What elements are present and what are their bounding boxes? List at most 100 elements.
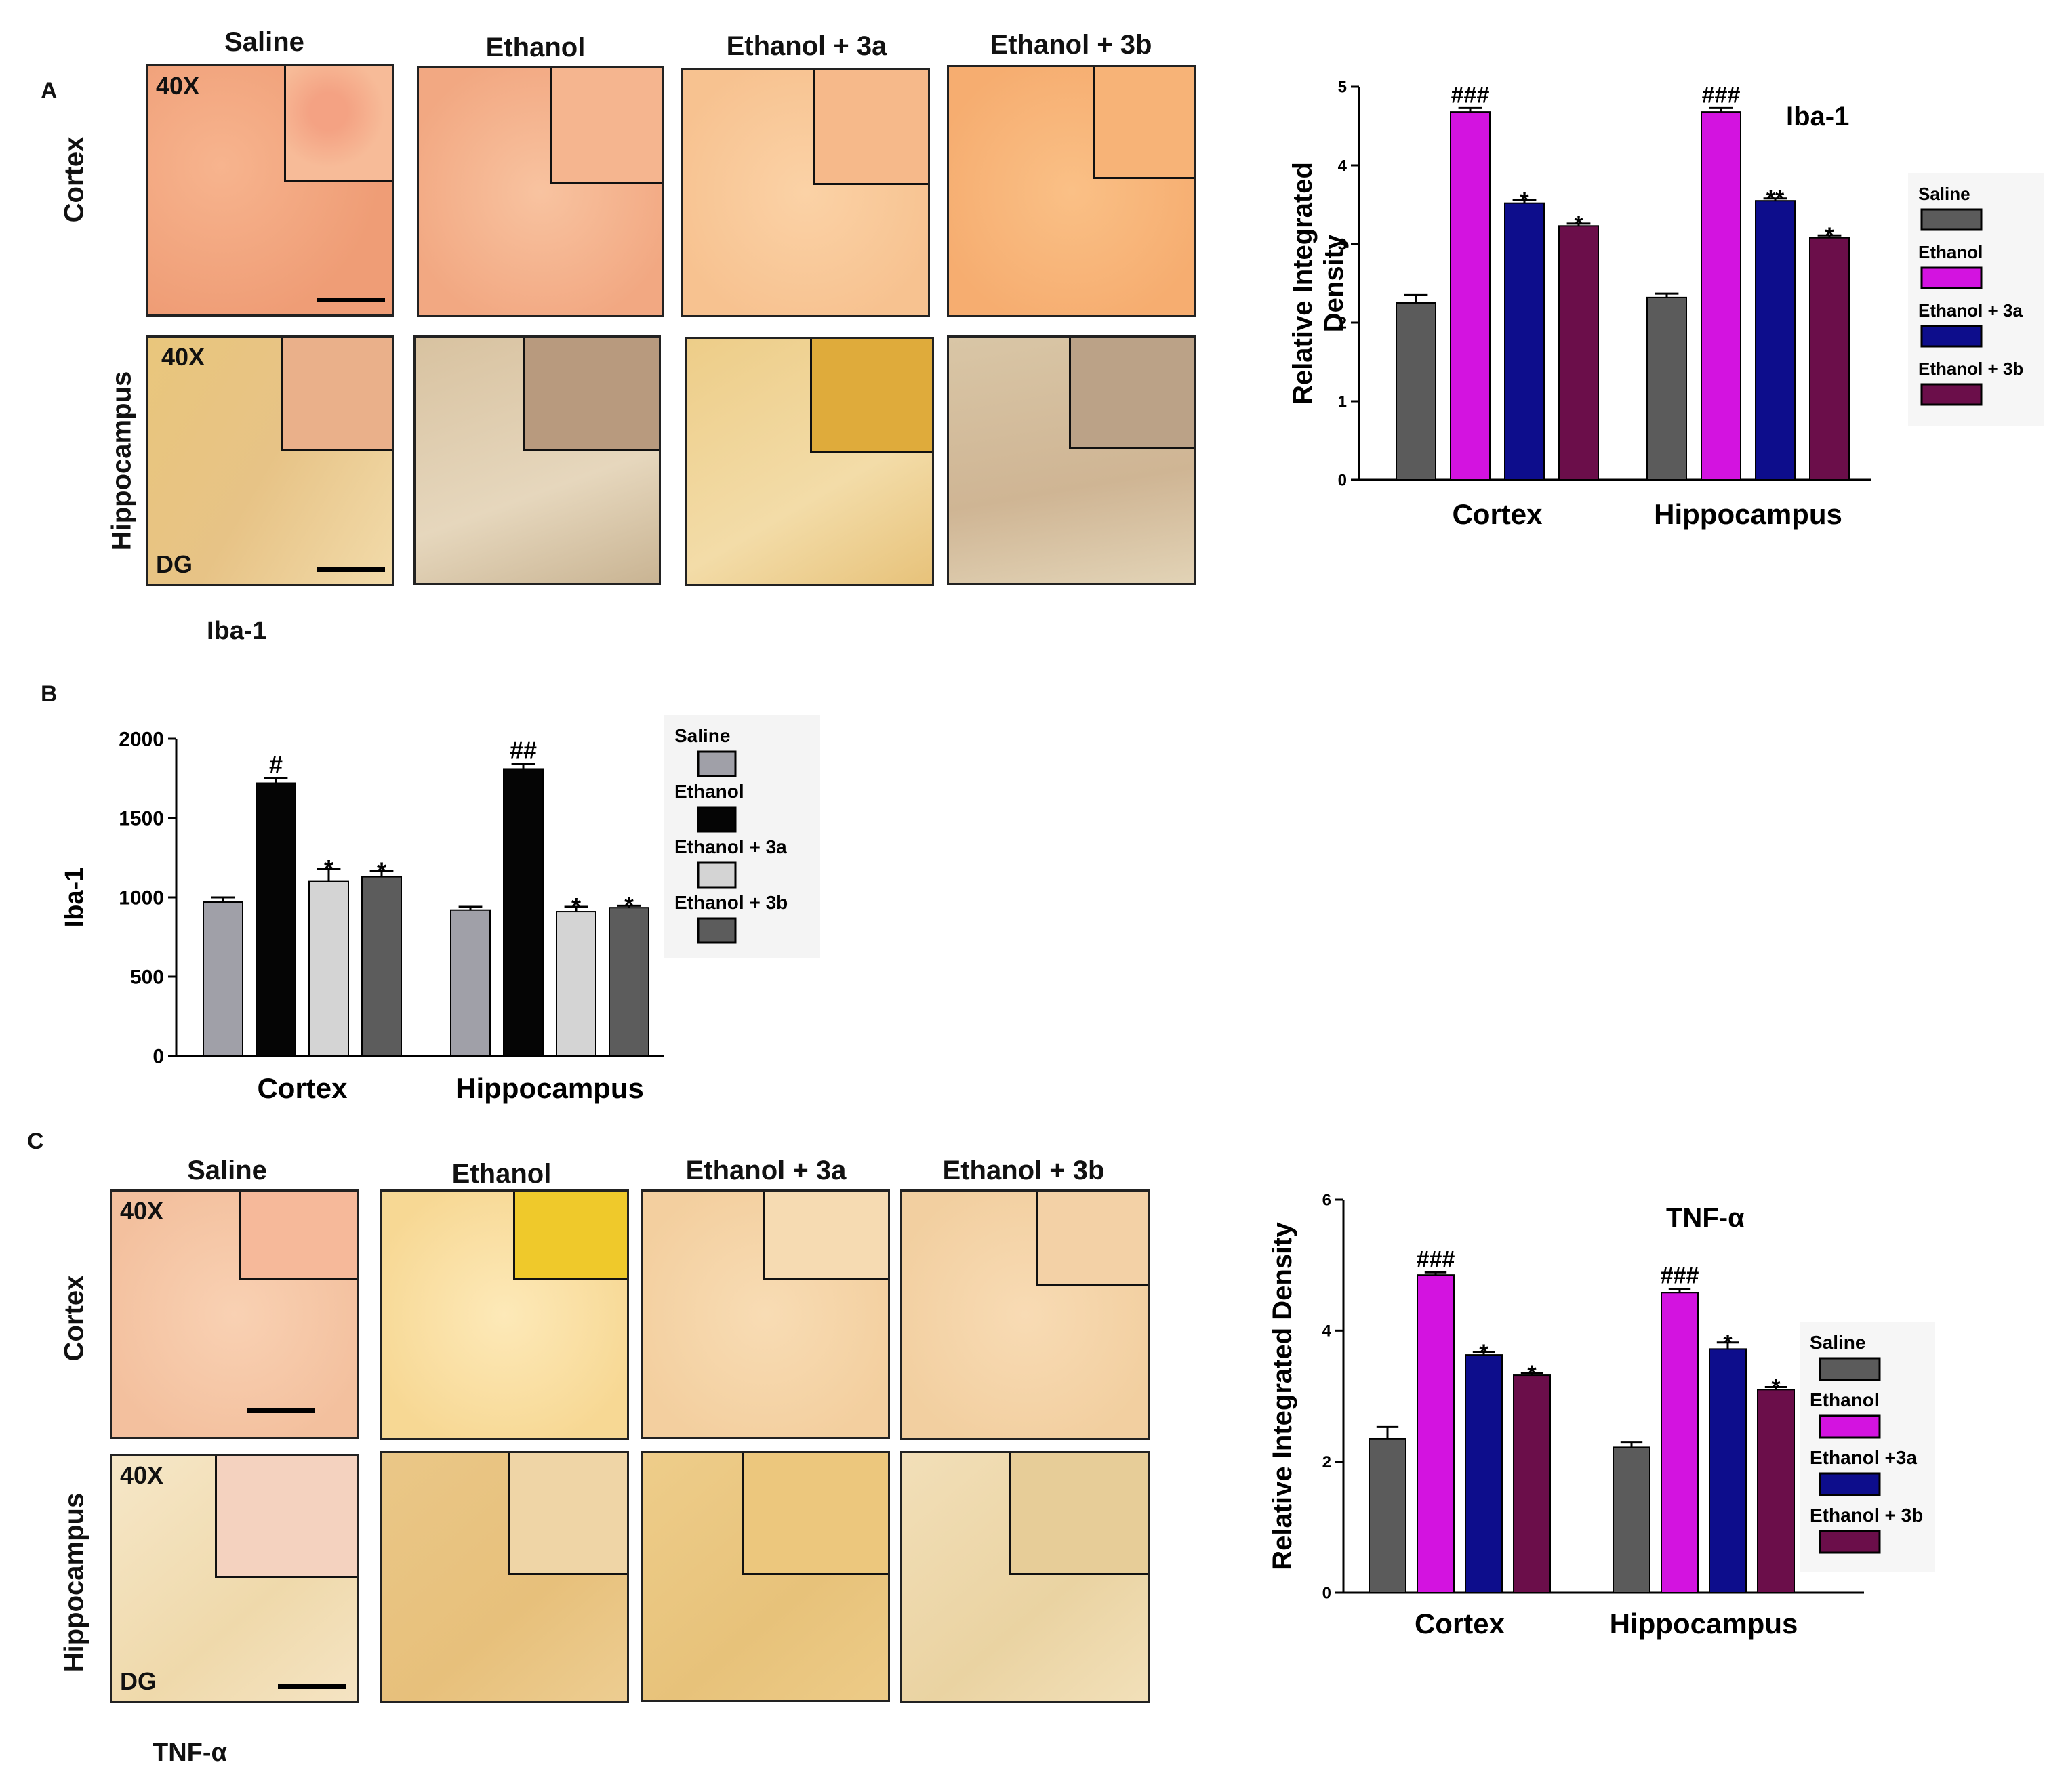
micrograph-a-cortex-saline: 40X	[146, 64, 394, 317]
y-tick-label: 2000	[119, 729, 164, 751]
micrograph-a-hippocampus-ethanol	[413, 335, 661, 585]
legend-label: Ethanol + 3a	[674, 836, 787, 857]
col-header-saline: Saline	[224, 27, 304, 57]
chart-title: TNF-α	[1666, 1203, 1745, 1233]
inset-zoom	[284, 66, 392, 182]
bar	[1417, 1274, 1455, 1594]
legend-label: Ethanol + 3a	[1918, 300, 2023, 321]
legend-label: Ethanol + 3b	[1810, 1505, 1923, 1526]
y-tick-label: 1000	[119, 887, 164, 910]
stain-caption-iba1: Iba-1	[207, 617, 267, 645]
bar	[450, 909, 491, 1057]
magnification-label: 40X	[120, 1197, 164, 1225]
col-header-ethanol-3b: Ethanol + 3b	[942, 1156, 1105, 1185]
significance-marker: **	[1766, 186, 1785, 212]
legend-label: Saline	[1918, 184, 1970, 204]
legend-swatch	[697, 806, 737, 833]
inset-zoom	[763, 1192, 888, 1280]
chart-c: 0 2 4 6 Relative Integrated Density TNF-α ### *…	[1268, 1191, 1935, 1640]
micrograph-c-hippocampus-ethanol-3a	[641, 1451, 890, 1702]
col-header-ethanol-3b: Ethanol + 3b	[990, 30, 1152, 60]
legend-label: Ethanol	[674, 781, 744, 802]
bar	[1757, 1389, 1795, 1593]
significance-marker: ###	[1702, 82, 1741, 108]
significance-marker: *	[624, 891, 634, 919]
y-tick-label: 6	[1322, 1191, 1331, 1209]
legend-swatch	[697, 750, 737, 777]
y-tick-label: 4	[1338, 157, 1348, 175]
y-axis-label: Relative Integrated	[1288, 162, 1318, 405]
inset-zoom	[550, 68, 662, 184]
significance-marker: *	[1771, 1374, 1781, 1400]
micrograph-c-cortex-ethanol-3a	[641, 1189, 890, 1439]
bar	[1755, 200, 1796, 481]
significance-marker: #	[269, 751, 283, 779]
x-category-label: Cortex	[1415, 1608, 1505, 1640]
inset-zoom	[513, 1192, 627, 1280]
panel-letter-c: C	[27, 1128, 44, 1154]
micrograph-a-hippocampus-saline: 40X DG	[146, 335, 394, 586]
y-axis-label: Iba-1	[60, 868, 89, 928]
bar	[1465, 1354, 1503, 1593]
x-category-label: Hippocampus	[1654, 498, 1842, 530]
significance-marker: ###	[1451, 82, 1490, 108]
significance-marker: ###	[1417, 1246, 1455, 1272]
inset-zoom	[1093, 67, 1194, 179]
micrograph-a-cortex-ethanol-3b	[947, 65, 1196, 317]
bar	[256, 782, 296, 1057]
bar	[361, 876, 402, 1057]
significance-marker: *	[1723, 1330, 1733, 1356]
col-header-ethanol: Ethanol	[451, 1159, 552, 1189]
bar	[1661, 1292, 1699, 1593]
inset-zoom	[239, 1192, 357, 1280]
col-header-ethanol-3a: Ethanol + 3a	[685, 1156, 847, 1185]
y-tick-label: 0	[153, 1046, 164, 1068]
legend-label: Ethanol + 3b	[674, 892, 788, 913]
legend-label: Saline	[1810, 1332, 1865, 1353]
x-category-label: Cortex	[257, 1072, 348, 1104]
bar	[1809, 237, 1850, 481]
legend-swatch	[1920, 266, 1983, 289]
significance-marker: *	[377, 857, 386, 884]
scale-bar	[317, 567, 385, 572]
legend-swatch	[697, 917, 737, 944]
row-header-cortex: Cortex	[59, 136, 89, 223]
y-tick-label: 500	[130, 966, 164, 989]
chart-a: 0 1 2 3 4 5 Relative Integrated Density Iba-1 ###…	[1288, 78, 2044, 530]
legend-label: Ethanol + 3b	[1918, 359, 2023, 379]
y-tick-label: 0	[1338, 471, 1347, 489]
magnification-label: 40X	[120, 1461, 164, 1489]
scale-bar	[278, 1684, 346, 1689]
x-category-label: Hippocampus	[455, 1072, 644, 1104]
bar	[503, 768, 544, 1057]
significance-marker: *	[571, 893, 581, 920]
legend-label: Ethanol	[1810, 1389, 1880, 1410]
y-tick-label: 2	[1338, 314, 1347, 332]
inset-zoom	[742, 1453, 888, 1575]
inset-zoom	[215, 1456, 357, 1578]
panel-letter-a: A	[41, 78, 58, 104]
bar	[1396, 302, 1436, 481]
bar	[1558, 225, 1599, 481]
row-header-hippocampus: Hippocampus	[59, 1492, 89, 1673]
scale-bar	[317, 298, 385, 302]
y-tick-label: 0	[1322, 1584, 1331, 1602]
bar	[609, 907, 649, 1057]
inset-zoom	[1069, 338, 1194, 449]
legend-swatch	[1920, 325, 1983, 348]
micrograph-a-hippocampus-ethanol-3a	[685, 337, 934, 586]
x-category-label: Cortex	[1452, 498, 1543, 530]
micrograph-c-cortex-ethanol	[380, 1189, 629, 1440]
row-header-cortex: Cortex	[59, 1275, 89, 1362]
x-category-label: Hippocampus	[1610, 1608, 1798, 1640]
y-tick-label: 5	[1338, 78, 1347, 96]
significance-marker: ##	[510, 736, 537, 764]
legend-label: Saline	[674, 725, 730, 746]
legend-swatch	[1920, 383, 1983, 406]
panel-letter-b: B	[41, 681, 58, 707]
legend-swatch	[1819, 1472, 1881, 1496]
significance-marker: *	[1479, 1340, 1488, 1366]
y-tick-label: 1500	[119, 808, 164, 830]
bar	[203, 901, 243, 1057]
col-header-ethanol: Ethanol	[485, 33, 586, 62]
